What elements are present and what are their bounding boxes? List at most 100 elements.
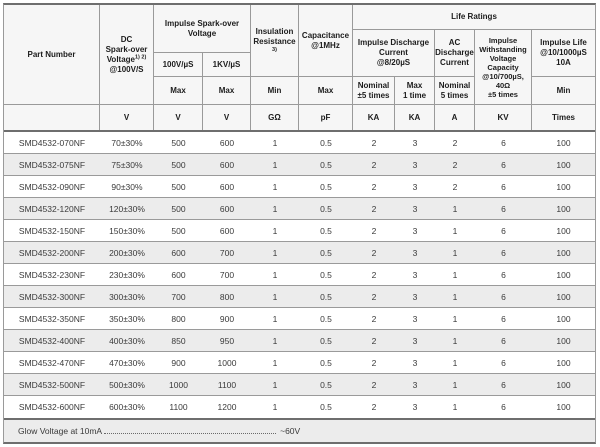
table-cell: 350±30% (109, 313, 145, 324)
table-cell: 6 (501, 137, 506, 148)
header-part-number: Part Number (4, 5, 100, 105)
table-cell: 0.5 (320, 137, 332, 148)
table-cell: 75±30% (111, 159, 143, 170)
dotted-leader (104, 433, 277, 434)
table-row: SMD4532-070NF 70±30% 500 600 1 0.5 2 3 2 6 100 (4, 132, 595, 154)
table-cell: 900 (171, 357, 186, 368)
table-cell: 150±30% (109, 225, 145, 236)
table-cell: 2 (371, 379, 377, 390)
table-cell: 100 (556, 357, 571, 368)
header-impulse-max-1: Max (154, 77, 203, 105)
table-cell: 1 (272, 402, 278, 412)
table-cell: 2 (371, 313, 377, 324)
table-cell: 0.5 (320, 225, 332, 236)
table-cell: 6 (501, 379, 506, 390)
table-cell: 2 (371, 203, 377, 214)
unit-times: Times (552, 112, 575, 122)
table-cell: 120±30% (109, 203, 145, 214)
table-cell: 1 (452, 247, 458, 258)
table-cell: 100 (556, 159, 571, 170)
table-cell: 100 (556, 291, 571, 302)
table-cell: 500±30% (109, 379, 145, 390)
unit-v-dc: V (100, 105, 154, 130)
table-cell: 3 (412, 159, 418, 170)
table-cell: 200±30% (109, 247, 145, 258)
table-cell: 500 (171, 181, 186, 192)
table-cell: 800 (171, 313, 186, 324)
table-cell: 2 (452, 181, 458, 192)
table-cell: 470±30% (109, 357, 145, 368)
header-capacitance-max: Max (299, 77, 353, 105)
table-cell: 1 (272, 203, 278, 214)
table-cell: 1 (272, 137, 278, 148)
table-cell: 1 (452, 203, 458, 214)
table-cell: 500 (171, 203, 186, 214)
table-cell: 1 (272, 379, 278, 390)
header-dc-spark-over-top: DC Spark-over (105, 34, 148, 54)
table-cell: 0.5 (320, 402, 332, 412)
table-row: SMD4532-400NF 400±30% 850 950 1 0.5 2 3 1 6 100 (4, 330, 595, 352)
table-cell: 1 (452, 335, 458, 346)
part-number-cell: SMD4532-200NF (18, 247, 86, 258)
table-cell: 3 (412, 203, 418, 214)
header-life-ratings: Life Ratings (353, 5, 595, 30)
table-cell: 6 (501, 181, 506, 192)
table-cell: 3 (412, 137, 418, 148)
table-cell: 3 (412, 379, 418, 390)
unit-ka-nominal: KA (353, 105, 395, 130)
part-number-cell: SMD4532-350NF (18, 313, 86, 324)
table-cell: 6 (501, 269, 506, 280)
table-cell: 3 (412, 247, 418, 258)
table-row: SMD4532-120NF 120±30% 500 600 1 0.5 2 3 1 6 100 (4, 198, 595, 220)
header-capacitance: Capacitance @1MHz (299, 5, 353, 77)
table-cell: 1000 (217, 357, 237, 368)
header-impulse-max-2: Max (203, 77, 251, 105)
table-cell: 3 (412, 225, 418, 236)
header-100v-us: 100V/µS (154, 53, 203, 77)
table-cell: 2 (371, 137, 377, 148)
table-cell: 2 (371, 159, 377, 170)
table-cell: 6 (501, 247, 506, 258)
table-cell: 600 (171, 247, 186, 258)
table-cell: 100 (556, 137, 571, 148)
table-row: SMD4532-075NF 75±30% 500 600 1 0.5 2 3 2 6 100 (4, 154, 595, 176)
table-cell: 90±30% (111, 181, 143, 192)
table-cell: 3 (412, 181, 418, 192)
spec-table: Part Number DC Spark-over Voltage1) 2) @… (3, 3, 596, 444)
table-cell: 600 (219, 137, 235, 148)
table-cell: 2 (371, 269, 377, 280)
header-dc-spark-over: DC Spark-over Voltage1) 2) @100V/S (100, 5, 154, 105)
table-cell: 1 (452, 379, 458, 390)
table-row: SMD4532-150NF 150±30% 500 600 1 0.5 2 3 1 6 100 (4, 220, 595, 242)
part-number-cell: SMD4532-120NF (18, 203, 86, 214)
table-cell: 230±30% (109, 269, 145, 280)
table-cell: 500 (171, 225, 186, 236)
table-cell: 1 (452, 291, 458, 302)
table-cell: 850 (171, 335, 186, 346)
table-cell: 2 (371, 247, 377, 258)
header-dc-spark-over-bottom: @100V/S (109, 64, 144, 74)
header-1kv-us: 1KV/µS (203, 53, 251, 77)
table-cell: 2 (371, 181, 377, 192)
table-cell: 3 (412, 269, 418, 280)
part-number-cell: SMD4532-150NF (18, 225, 86, 236)
header-impulse-spark-over: Impulse Spark-over Voltage (154, 5, 251, 53)
table-cell: 6 (501, 402, 506, 412)
header-insulation-resistance: Insulation Resistance 3) (251, 5, 299, 77)
part-number-cell: SMD4532-300NF (18, 291, 86, 302)
table-cell: 1 (452, 269, 458, 280)
table-cell: 600 (219, 225, 235, 236)
table-cell: 1 (272, 357, 278, 368)
header-nominal-5-times: Nominal ±5 times (353, 77, 395, 105)
table-cell: 2 (371, 357, 377, 368)
unit-ka-max: KA (395, 105, 435, 130)
unit-v-100v: V (154, 105, 203, 130)
table-cell: 800 (219, 291, 235, 302)
table-cell: 0.5 (320, 379, 332, 390)
table-cell: 3 (412, 357, 418, 368)
header-insulation-min: Min (251, 77, 299, 105)
table-cell: 1 (452, 402, 458, 412)
table-cell: 1 (272, 181, 278, 192)
table-row: SMD4532-470NF 470±30% 900 1000 1 0.5 2 3 1 6 100 (4, 352, 595, 374)
unit-a: A (435, 105, 475, 130)
